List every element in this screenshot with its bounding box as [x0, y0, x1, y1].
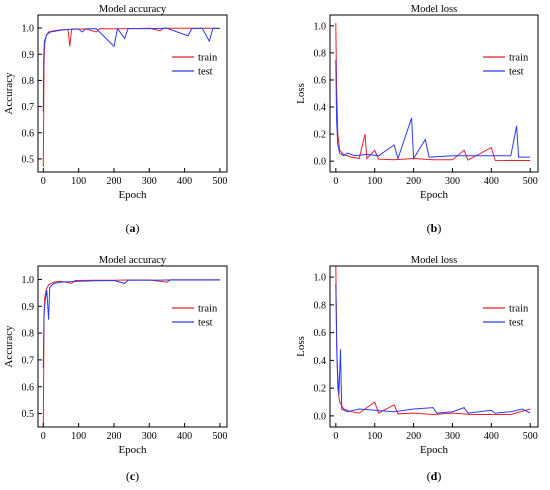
x-tick-label: 400: [484, 431, 499, 442]
x-tick-label: 100: [71, 176, 86, 187]
chart-panel-0: 0 100 200 300 400 500 0.5 0.6 0.7 0.8 0.9 1.0 Model …: [3, 4, 228, 235]
y-tick-label: 0.9: [22, 50, 35, 61]
series-line-train: [335, 266, 531, 416]
legend-label-test: test: [509, 318, 524, 329]
y-tick-label: 0.4: [314, 356, 327, 367]
y-tick-label: 1.0: [22, 275, 35, 286]
y-tick-label: 0.4: [314, 103, 327, 114]
x-tick-label: 400: [177, 431, 192, 442]
series-line-test: [335, 283, 531, 414]
chart-title: Model loss: [411, 4, 457, 15]
x-tick-label: 400: [177, 176, 192, 187]
plot-frame: [329, 14, 539, 173]
chart-title: Model accuracy: [99, 4, 167, 15]
y-tick-label: 0.8: [314, 48, 327, 59]
x-tick-label: 500: [212, 176, 227, 187]
y-tick-label: 0.8: [22, 329, 35, 340]
y-tick-label: 1.0: [314, 273, 327, 284]
x-tick-label: 200: [406, 431, 421, 442]
y-tick-label: 0.2: [314, 384, 327, 395]
chart-title: Model loss: [411, 255, 457, 266]
x-tick-label: 500: [212, 431, 227, 442]
y-axis-label: Accuracy: [3, 72, 15, 115]
x-axis-label: Epoch: [118, 444, 147, 456]
y-tick-label: 0.0: [314, 411, 327, 422]
legend-label-test: test: [198, 318, 213, 329]
series-line-train: [42, 279, 220, 427]
x-axis-label: Epoch: [420, 189, 449, 201]
x-tick-label: 300: [142, 176, 157, 187]
x-tick-label: 100: [367, 431, 382, 442]
x-tick-label: 100: [367, 176, 382, 187]
x-tick-label: 200: [106, 176, 121, 187]
y-tick-label: 0.5: [22, 154, 35, 165]
y-tick-label: 0.6: [22, 128, 35, 139]
y-tick-label: 0.8: [314, 300, 327, 311]
y-axis-label: Loss: [295, 83, 307, 104]
panel-label: (d): [427, 469, 442, 483]
y-tick-label: 0.6: [314, 328, 327, 339]
x-tick-label: 300: [445, 431, 460, 442]
panel-label: (a): [126, 221, 140, 235]
y-axis-label: Accuracy: [3, 325, 15, 368]
series-line-test: [42, 27, 220, 112]
plot-frame: [37, 265, 228, 428]
y-tick-label: 0.6: [22, 382, 35, 393]
y-tick-label: 0.8: [22, 76, 35, 87]
x-tick-label: 500: [523, 176, 538, 187]
x-tick-label: 300: [445, 176, 460, 187]
x-tick-label: 200: [106, 431, 121, 442]
legend-label-train: train: [509, 304, 529, 315]
y-tick-label: 0.7: [22, 102, 35, 113]
legend-label-test: test: [198, 67, 213, 78]
y-tick-label: 0.7: [22, 355, 35, 366]
x-axis-label: Epoch: [118, 189, 147, 201]
y-tick-label: 1.0: [22, 24, 35, 35]
y-tick-label: 0.2: [314, 130, 327, 141]
x-tick-label: 0: [41, 176, 46, 187]
x-tick-label: 200: [406, 176, 421, 187]
y-tick-label: 0.6: [314, 75, 327, 86]
chart-panel-1: 0 100 200 300 400 500 0.0 0.2 0.4 0.6 0.8 1.0 Model …: [295, 4, 539, 235]
x-tick-label: 400: [484, 176, 499, 187]
legend-label-train: train: [198, 53, 218, 64]
chart-title: Model accuracy: [99, 255, 167, 266]
series-line-test: [42, 279, 220, 369]
series-line-train: [335, 23, 531, 161]
chart-panel-2: 0 100 200 300 400 500 0.5 0.6 0.7 0.8 0.9 1.0 Model …: [3, 255, 228, 483]
chart-panel-3: 0 100 200 300 400 500 0.0 0.2 0.4 0.6 0.8 1.0 Model …: [295, 255, 539, 483]
y-tick-label: 0.5: [22, 409, 35, 420]
legend-label-train: train: [509, 53, 529, 64]
series-line-test: [335, 59, 531, 161]
legend-label-test: test: [509, 67, 524, 78]
legend: train test: [172, 304, 218, 329]
x-tick-label: 0: [41, 431, 46, 442]
x-tick-label: 0: [333, 176, 338, 187]
legend: train test: [172, 53, 218, 78]
x-tick-label: 300: [142, 431, 157, 442]
legend: train test: [483, 304, 529, 329]
y-tick-label: 1.0: [314, 21, 327, 32]
y-tick-label: 0.9: [22, 302, 35, 313]
x-tick-label: 100: [71, 431, 86, 442]
legend-label-train: train: [198, 304, 218, 315]
plot-frame: [37, 14, 228, 173]
x-tick-label: 0: [333, 431, 338, 442]
series-line-train: [42, 27, 220, 167]
legend: train test: [483, 53, 529, 78]
y-axis-label: Loss: [295, 336, 307, 357]
y-tick-label: 0.0: [314, 157, 327, 168]
panel-label: (b): [427, 221, 442, 235]
x-axis-label: Epoch: [420, 444, 449, 456]
panel-label: (c): [126, 469, 139, 483]
x-tick-label: 500: [523, 431, 538, 442]
plot-frame: [329, 265, 539, 428]
